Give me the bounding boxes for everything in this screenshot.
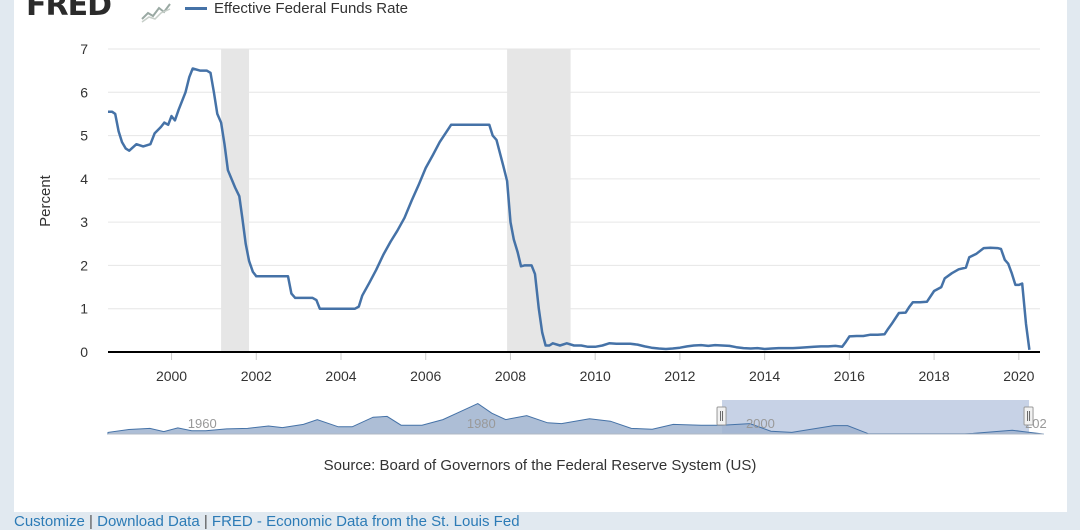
gridlines bbox=[108, 48, 1040, 310]
x-tick-label: 2020 bbox=[1003, 368, 1034, 384]
x-tick-label: 2000 bbox=[156, 368, 187, 384]
navigator-tick-label: 2000 bbox=[746, 416, 775, 431]
y-tick-label: 4 bbox=[80, 171, 88, 187]
recession-band-0 bbox=[221, 49, 250, 352]
x-axis-ticks: 2000 2002 2004 2006 2008 2010 2012 2014 2016 2018… bbox=[156, 352, 1035, 384]
x-tick-label: 2010 bbox=[580, 368, 611, 384]
x-tick-label: 2002 bbox=[241, 368, 272, 384]
legend-swatch bbox=[185, 7, 207, 10]
download-data-link[interactable]: Download Data bbox=[97, 513, 200, 530]
navigator-area bbox=[107, 403, 1044, 435]
y-axis-label: Percent bbox=[37, 174, 54, 227]
x-tick-label: 2014 bbox=[749, 368, 780, 384]
x-tick-label: 2012 bbox=[664, 368, 695, 384]
fred-line-icon bbox=[141, 3, 171, 23]
legend-label[interactable]: Effective Federal Funds Rate bbox=[214, 0, 408, 17]
x-tick-label: 2008 bbox=[495, 368, 526, 384]
customize-link[interactable]: Customize bbox=[14, 513, 85, 530]
x-tick-label: 2004 bbox=[325, 368, 356, 384]
footer-links: Customize | Download Data | FRED - Econo… bbox=[14, 513, 520, 530]
recession-shading bbox=[221, 49, 571, 352]
y-tick-label: 5 bbox=[80, 128, 88, 144]
y-axis-ticks: 0 1 2 3 4 5 6 7 bbox=[80, 41, 88, 360]
navigator-handle-left[interactable] bbox=[716, 406, 727, 426]
series-line[interactable] bbox=[108, 67, 1031, 351]
y-tick-label: 6 bbox=[80, 84, 88, 100]
x-tick-label: 2016 bbox=[834, 368, 865, 384]
y-tick-label: 2 bbox=[80, 257, 88, 273]
navigator[interactable]: 1960 1980 2000 202 bbox=[107, 400, 1047, 435]
source-text: Source: Board of Governors of the Federa… bbox=[323, 457, 757, 474]
navigator-tick-label: 1980 bbox=[467, 416, 496, 431]
y-tick-label: 0 bbox=[80, 344, 88, 360]
y-tick-label: 3 bbox=[80, 214, 88, 230]
navigator-handle-right[interactable] bbox=[1023, 406, 1034, 426]
x-tick-label: 2018 bbox=[919, 368, 950, 384]
y-tick-label: 1 bbox=[80, 301, 88, 317]
y-tick-label: 7 bbox=[80, 41, 88, 57]
x-tick-label: 2006 bbox=[410, 368, 441, 384]
fred-home-link[interactable]: FRED - Economic Data from the St. Louis … bbox=[211, 513, 520, 530]
fred-logo[interactable]: FRED bbox=[26, 0, 112, 23]
navigator-tick-label: 1960 bbox=[188, 416, 217, 431]
navigator-selection[interactable] bbox=[722, 400, 1030, 434]
